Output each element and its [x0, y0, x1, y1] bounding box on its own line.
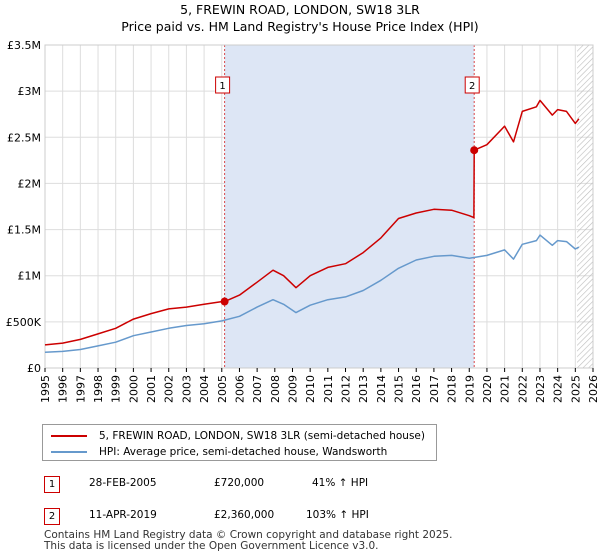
y-tick-label: £2.5M [7, 131, 41, 144]
ownership-shading [224, 45, 475, 368]
sale-hpi: 103% ↑ HPI [306, 509, 369, 521]
x-tick-label: 2015 [393, 375, 406, 403]
x-tick-label: 2009 [286, 375, 299, 403]
chart-subtitle: Price paid vs. HM Land Registry's House … [121, 19, 479, 34]
x-tick-label: 2020 [481, 375, 494, 403]
sale-point [220, 297, 229, 306]
legend-swatch-property [51, 435, 87, 437]
plot-border [44, 44, 594, 369]
x-tick-label: 2023 [534, 375, 547, 403]
x-tick-label: 2026 [587, 375, 600, 403]
x-tick-label: 2016 [410, 375, 423, 403]
sale-point [470, 146, 479, 155]
marker-label: 2 [469, 81, 475, 92]
x-tick-label: 2001 [145, 375, 158, 403]
x-tick-label: 2014 [375, 375, 388, 403]
x-tick-label: 2018 [446, 375, 459, 403]
y-tick-label: £3.5M [7, 39, 41, 52]
x-tick-label: 2011 [322, 375, 335, 403]
sale-date: 11-APR-2019 [89, 509, 157, 521]
x-tick-label: 2007 [251, 375, 264, 403]
sale-hpi: 41% ↑ HPI [312, 477, 369, 489]
sale-badge: 1 [44, 476, 60, 493]
hpi-line [44, 234, 580, 354]
x-tick-label: 2010 [304, 375, 317, 403]
x-tick-label: 1998 [92, 375, 105, 403]
sale-date: 28-FEB-2005 [89, 477, 157, 489]
sale-badge: 2 [44, 508, 60, 525]
marker-label: 1 [219, 81, 225, 92]
marker-box [464, 76, 480, 94]
legend-swatch-hpi [51, 451, 87, 453]
y-tick-label: £1M [18, 270, 42, 283]
sale-price: £720,000 [214, 477, 265, 489]
legend-item-property: 5, FREWIN ROAD, LONDON, SW18 3LR (semi-d… [51, 428, 425, 444]
chart-title: 5, FREWIN ROAD, LONDON, SW18 3LR [180, 2, 420, 17]
x-tick-label: 2012 [340, 375, 353, 403]
legend-label-hpi: HPI: Average price, semi-detached house,… [99, 446, 388, 458]
property-price-line [44, 99, 580, 346]
x-tick-label: 2025 [569, 375, 582, 403]
x-tick-label: 2002 [163, 375, 176, 403]
y-tick-label: £1.5M [7, 224, 41, 237]
x-tick-label: 2003 [180, 375, 193, 403]
y-tick-label: £3M [18, 85, 42, 98]
y-tick-label: £500K [6, 316, 42, 329]
footer-licence: This data is licensed under the Open Gov… [44, 540, 379, 552]
x-tick-label: 1997 [74, 375, 87, 403]
legend-label-property: 5, FREWIN ROAD, LONDON, SW18 3LR (semi-d… [99, 430, 425, 442]
x-tick-label: 2000 [127, 375, 140, 403]
x-tick-label: 1995 [39, 375, 52, 403]
legend-item-hpi: HPI: Average price, semi-detached house,… [51, 444, 387, 460]
footer: Contains HM Land Registry data © Crown c… [44, 530, 452, 552]
marker-box [215, 76, 231, 94]
sale-price: £2,360,000 [214, 509, 275, 521]
x-tick-label: 2013 [357, 375, 370, 403]
x-tick-label: 2008 [269, 375, 282, 403]
x-tick-label: 1996 [57, 375, 70, 403]
x-tick-label: 2024 [552, 375, 565, 403]
x-tick-label: 1999 [110, 375, 123, 403]
y-tick-label: £2M [18, 177, 42, 190]
x-tick-label: 2021 [499, 375, 512, 403]
future-hatch-region [577, 45, 593, 368]
y-tick-label: £0 [27, 362, 41, 375]
chart-legend: 5, FREWIN ROAD, LONDON, SW18 3LR (semi-d… [42, 424, 437, 461]
x-tick-label: 2019 [463, 375, 476, 403]
x-tick-label: 2017 [428, 375, 441, 403]
x-tick-label: 2004 [198, 375, 211, 403]
x-tick-label: 2022 [516, 375, 529, 403]
footer-copyright: Contains HM Land Registry data © Crown c… [44, 529, 453, 541]
price-chart: £0 £500K £1M £1.5M £2M £2.5M £3M £3.5M 1995 1996 1… [6, 39, 600, 403]
x-tick-label: 2005 [216, 375, 229, 403]
x-tick-label: 2006 [233, 375, 246, 403]
